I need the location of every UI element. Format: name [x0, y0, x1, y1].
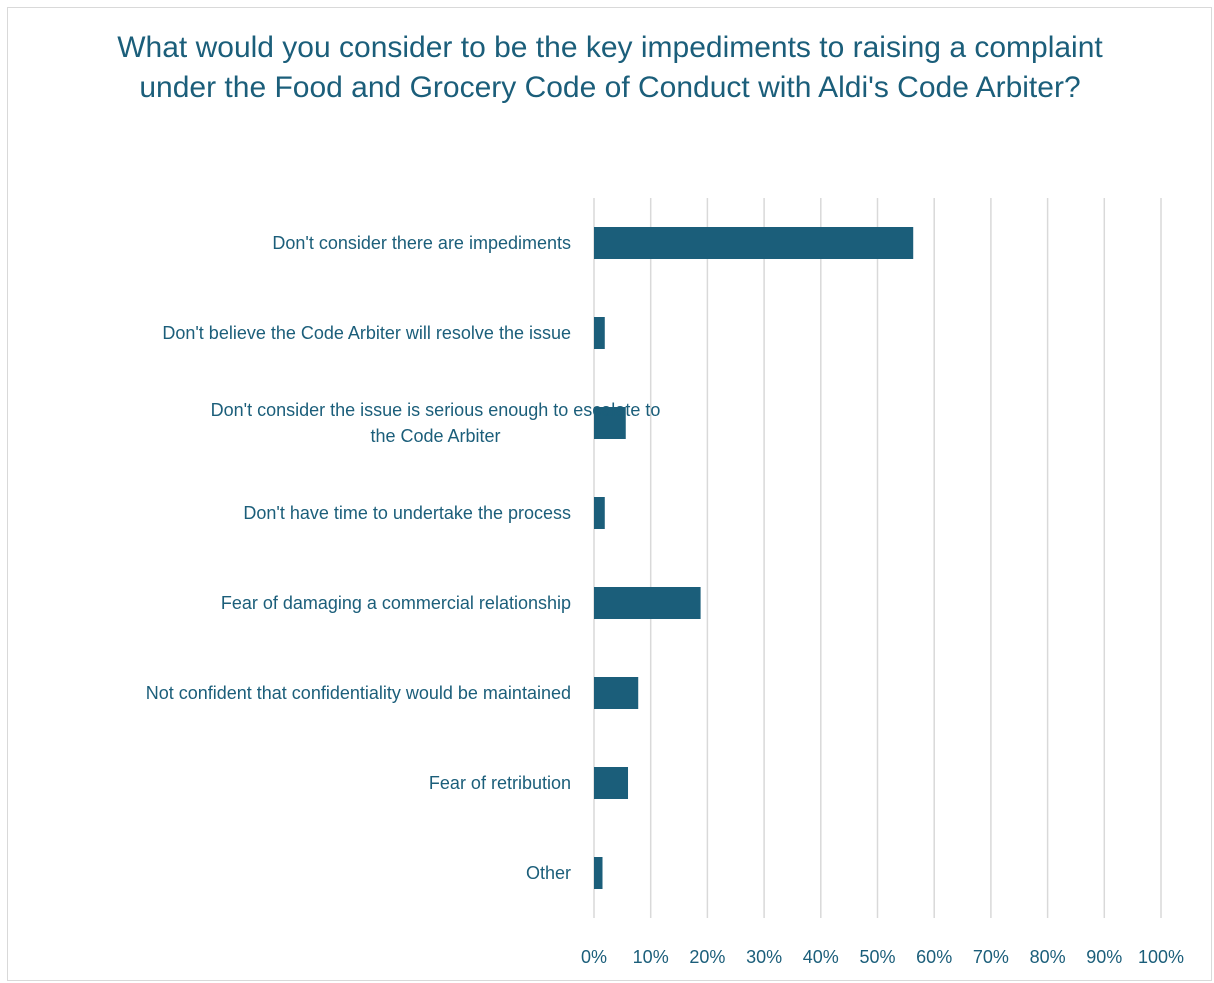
- category-label-line: Other: [526, 863, 571, 883]
- x-tick-label: 40%: [803, 947, 839, 967]
- bar: [594, 407, 626, 439]
- bar: [594, 317, 605, 349]
- category-label: Not confident that confidentiality would…: [146, 683, 571, 703]
- category-label-line: Not confident that confidentiality would…: [146, 683, 571, 703]
- category-label: Don't consider there are impediments: [272, 233, 571, 253]
- chart-title: What would you consider to be the key im…: [117, 31, 1103, 104]
- x-tick-label: 20%: [689, 947, 725, 967]
- category-label-line: Don't consider the issue is serious enou…: [211, 400, 661, 420]
- bar: [594, 857, 603, 889]
- category-label: Other: [526, 863, 571, 883]
- x-tick-label: 10%: [633, 947, 669, 967]
- category-labels: Don't consider there are impediments Don'…: [146, 233, 661, 883]
- category-label-line: Fear of retribution: [429, 773, 571, 793]
- category-label: Don't believe the Code Arbiter will reso…: [162, 323, 571, 343]
- x-axis-tick-labels: 0% 10% 20% 30% 40% 50% 60% 70% 80% 90% 100%: [581, 947, 1184, 967]
- category-label-line: Don't consider there are impediments: [272, 233, 571, 253]
- x-tick-label: 90%: [1086, 947, 1122, 967]
- x-tick-label: 60%: [916, 947, 952, 967]
- bar: [594, 587, 701, 619]
- category-label: Fear of damaging a commercial relationsh…: [221, 593, 571, 613]
- chart-frame: [7, 7, 1212, 981]
- x-tick-label: 50%: [859, 947, 895, 967]
- category-label-line: the Code Arbiter: [370, 426, 500, 446]
- x-tick-label: 70%: [973, 947, 1009, 967]
- bar: [594, 767, 629, 799]
- bar: [594, 497, 605, 529]
- category-label: Fear of retribution: [429, 773, 571, 793]
- category-label-line: Fear of damaging a commercial relationsh…: [221, 593, 571, 613]
- x-tick-label: 30%: [746, 947, 782, 967]
- category-label: Don't consider the issue is serious enou…: [211, 400, 661, 446]
- bar: [594, 227, 914, 259]
- gridlines: [593, 198, 1162, 918]
- bar: [594, 677, 639, 709]
- x-tick-label: 80%: [1030, 947, 1066, 967]
- category-label-line: Don't believe the Code Arbiter will reso…: [162, 323, 571, 343]
- category-label: Don't have time to undertake the process: [243, 503, 571, 523]
- x-tick-label: 100%: [1138, 947, 1184, 967]
- category-label-line: Don't have time to undertake the process: [243, 503, 571, 523]
- x-tick-label: 0%: [581, 947, 607, 967]
- bars: [594, 227, 914, 889]
